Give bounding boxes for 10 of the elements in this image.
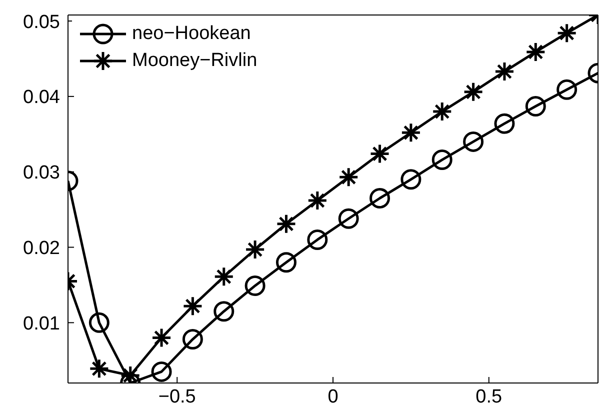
y-tick-label: 0.05 [23,12,60,33]
y-tick-label: 0.04 [23,87,60,108]
y-tick-label: 0.02 [23,238,60,260]
legend-label: Mooney−Rivlin [132,49,258,73]
x-tick-label: −0.5 [158,386,196,408]
y-tick-label: 0.01 [23,313,60,334]
y-tick-label: 0.03 [23,162,60,184]
legend-label: neo−Hookean [132,22,251,46]
x-tick-label: 0 [328,386,338,408]
x-tick-label: 0.5 [476,386,502,408]
